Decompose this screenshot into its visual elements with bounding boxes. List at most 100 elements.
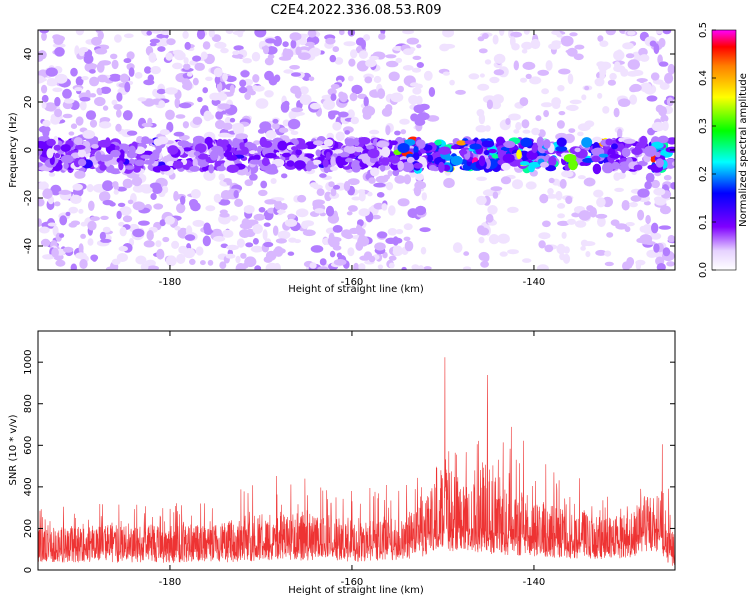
heatmap-cell bbox=[148, 52, 157, 63]
heatmap-cell bbox=[581, 137, 593, 148]
heatmap-cell bbox=[478, 227, 490, 236]
heatmap-cell bbox=[403, 223, 413, 231]
heatmap-cell bbox=[255, 98, 269, 109]
heatmap-cell bbox=[174, 51, 186, 61]
heatmap-cell bbox=[604, 261, 614, 267]
heatmap-cell bbox=[192, 219, 205, 227]
heatmap-cell bbox=[415, 205, 427, 216]
heatmap-cell bbox=[350, 116, 359, 125]
heatmap-cell bbox=[481, 140, 495, 148]
heatmap-y-axis-label: Frequency (Hz) bbox=[8, 112, 19, 188]
heatmap-cell bbox=[583, 177, 596, 187]
heatmap-cell bbox=[611, 143, 618, 150]
heatmap-cell bbox=[259, 121, 272, 131]
heatmap-cell bbox=[295, 149, 303, 156]
heatmap-cell bbox=[91, 255, 98, 262]
heatmap-cell bbox=[376, 192, 385, 198]
heatmap-cell bbox=[417, 265, 425, 270]
heatmap-cell bbox=[296, 143, 308, 150]
heatmap-cell bbox=[382, 251, 388, 259]
heatmap-cell bbox=[397, 143, 410, 153]
y-tick-label: -20 bbox=[23, 190, 34, 206]
heatmap-cell bbox=[252, 238, 259, 245]
colorbar-tick-label: 0.2 bbox=[698, 166, 709, 182]
heatmap-cell bbox=[655, 158, 664, 168]
heatmap-cell bbox=[497, 233, 510, 244]
heatmap-cell bbox=[500, 146, 510, 152]
heatmap-cell bbox=[613, 50, 625, 61]
colorbar-tick-label: 0.4 bbox=[698, 70, 709, 86]
heatmap-cell bbox=[559, 178, 567, 189]
heatmap-cell bbox=[250, 245, 264, 253]
heatmap-cell bbox=[75, 144, 86, 150]
heatmap-cell bbox=[291, 107, 304, 113]
heatmap-cell bbox=[354, 146, 364, 153]
y-tick-label: -40 bbox=[23, 238, 34, 254]
heatmap-cell bbox=[540, 161, 549, 168]
heatmap-cell bbox=[245, 85, 254, 94]
heatmap-cell bbox=[290, 130, 299, 135]
snr-y-axis-label: SNR (10 * v/v) bbox=[8, 414, 19, 485]
heatmap-cell bbox=[252, 74, 260, 83]
x-tick-label: -140 bbox=[523, 577, 546, 588]
heatmap-cell bbox=[157, 46, 166, 52]
heatmap-panel: -180 -160 -140 -40 -20 0 20 40 Height of strai… bbox=[8, 29, 676, 295]
heatmap-cell bbox=[541, 88, 549, 95]
heatmap-cell bbox=[392, 169, 400, 177]
heatmap-cell bbox=[388, 205, 396, 216]
heatmap-cell bbox=[397, 160, 405, 171]
heatmap-cell bbox=[332, 46, 340, 53]
heatmap-cell bbox=[577, 175, 586, 180]
heatmap-cell bbox=[241, 146, 249, 155]
heatmap-cell bbox=[388, 155, 400, 164]
heatmap-cell bbox=[113, 189, 119, 195]
heatmap-cell bbox=[426, 115, 440, 122]
heatmap-cell bbox=[401, 266, 407, 270]
heatmap-cell bbox=[392, 245, 403, 253]
heatmap-cell bbox=[651, 141, 664, 149]
heatmap-cell bbox=[82, 129, 95, 139]
heatmap-cell bbox=[260, 180, 268, 189]
heatmap-cell bbox=[79, 100, 87, 111]
heatmap-cell bbox=[87, 238, 94, 246]
heatmap-cell bbox=[217, 103, 231, 110]
heatmap-cell bbox=[74, 170, 86, 179]
heatmap-cell bbox=[322, 158, 329, 168]
heatmap-cell bbox=[286, 160, 295, 167]
heatmap-cell bbox=[284, 218, 298, 227]
heatmap-cell bbox=[235, 133, 248, 140]
heatmap-cell bbox=[251, 51, 261, 62]
heatmap-cell bbox=[525, 73, 532, 79]
heatmap-cell bbox=[89, 93, 97, 98]
heatmap-cell bbox=[420, 246, 427, 255]
heatmap-cell bbox=[62, 88, 72, 99]
heatmap-cell bbox=[654, 198, 667, 206]
heatmap-cell bbox=[254, 265, 262, 270]
heatmap-cell bbox=[253, 140, 261, 146]
heatmap-cell bbox=[149, 38, 160, 44]
heatmap-cell bbox=[289, 32, 302, 41]
heatmap-cell bbox=[408, 95, 419, 105]
heatmap-cell bbox=[653, 243, 660, 253]
heatmap-cell bbox=[111, 258, 121, 265]
heatmap-cell bbox=[411, 67, 422, 73]
heatmap-cell bbox=[443, 177, 455, 189]
heatmap-cell bbox=[569, 32, 578, 37]
heatmap-cell bbox=[117, 202, 126, 207]
heatmap-cell bbox=[349, 92, 358, 102]
heatmap-cell bbox=[520, 137, 532, 148]
heatmap-cell bbox=[609, 153, 621, 159]
heatmap-cell bbox=[358, 208, 370, 217]
heatmap-cell bbox=[165, 52, 173, 61]
heatmap-cell bbox=[305, 153, 314, 159]
heatmap-cell bbox=[98, 121, 112, 129]
heatmap-cell bbox=[412, 87, 422, 95]
heatmap-cell bbox=[292, 111, 301, 117]
heatmap-cell bbox=[381, 107, 392, 117]
heatmap-cell bbox=[309, 182, 319, 188]
heatmap-cell bbox=[119, 226, 127, 237]
heatmap-cell bbox=[239, 222, 253, 230]
heatmap-cell bbox=[627, 59, 640, 70]
heatmap-cell bbox=[178, 102, 192, 109]
y-tick-label: 40 bbox=[23, 48, 34, 61]
